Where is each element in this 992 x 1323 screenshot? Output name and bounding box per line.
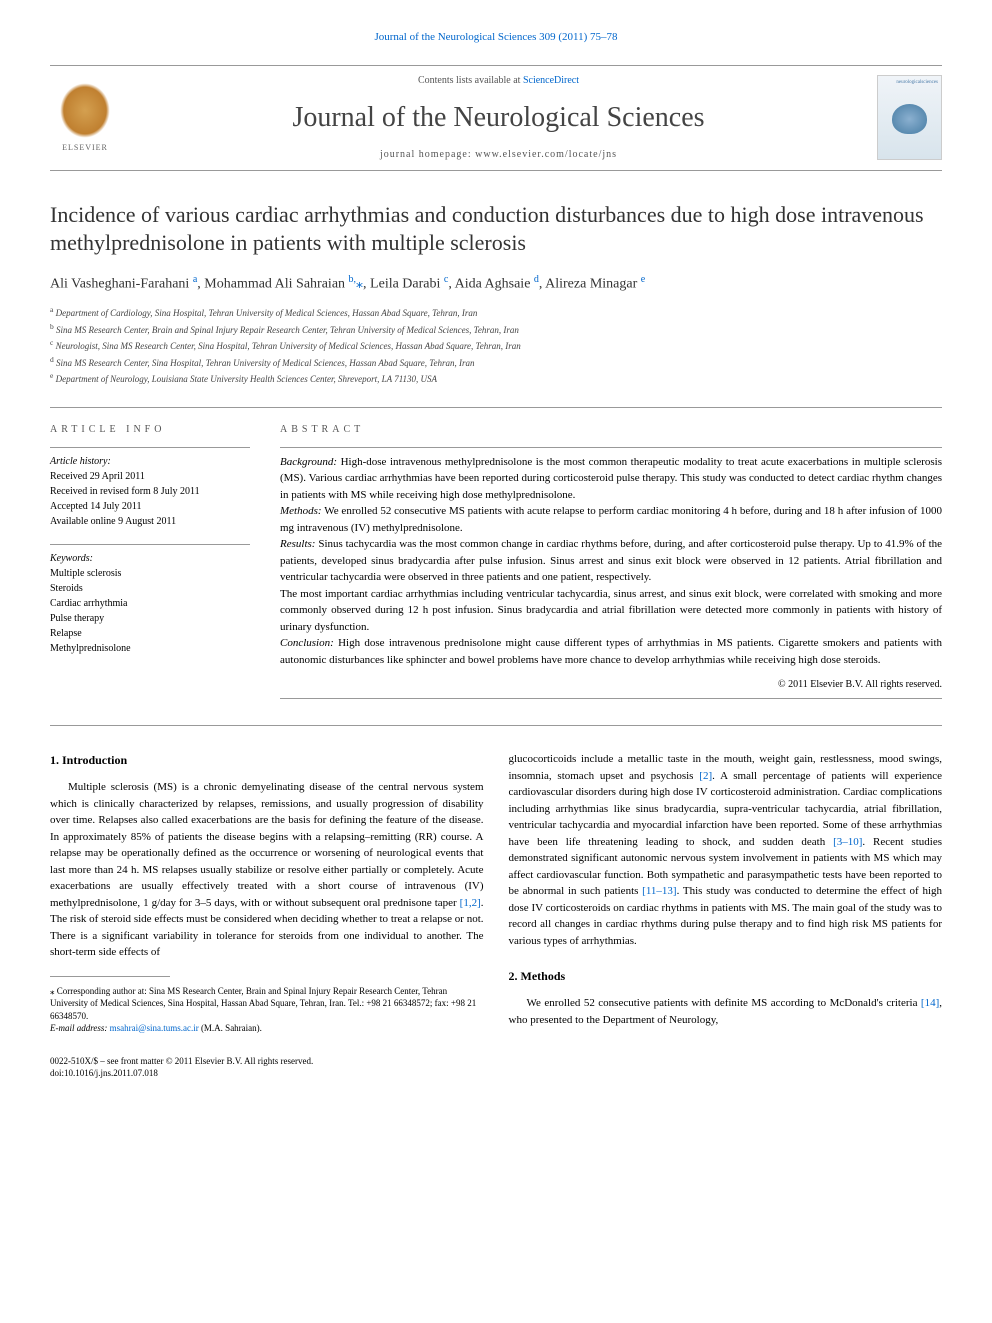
brain-icon bbox=[892, 104, 927, 134]
divider bbox=[50, 407, 942, 408]
abstract-methods: Methods: We enrolled 52 consecutive MS p… bbox=[280, 503, 942, 536]
accepted-date: Accepted 14 July 2011 bbox=[50, 499, 250, 514]
header-journal-ref: Journal of the Neurological Sciences 309… bbox=[50, 30, 942, 45]
abstract-divider bbox=[280, 447, 942, 448]
ref-link[interactable]: [1,2] bbox=[460, 897, 481, 909]
affiliations: a Department of Cardiology, Sina Hospita… bbox=[50, 304, 942, 387]
journal-homepage: journal homepage: www.elsevier.com/locat… bbox=[120, 148, 877, 162]
elsevier-tree-icon bbox=[60, 83, 110, 138]
methods-para-1: We enrolled 52 consecutive patients with… bbox=[509, 995, 943, 1028]
issn-line: 0022-510X/$ – see front matter © 2011 El… bbox=[50, 1055, 484, 1068]
left-column: 1. Introduction Multiple sclerosis (MS) … bbox=[50, 751, 484, 1080]
abstract-background: Background: High-dose intravenous methyl… bbox=[280, 454, 942, 504]
keyword: Relapse bbox=[50, 626, 250, 641]
methods-heading: 2. Methods bbox=[509, 967, 943, 985]
doi: doi:10.1016/j.jns.2011.07.018 bbox=[50, 1067, 484, 1080]
history-label: Article history: bbox=[50, 454, 250, 469]
homepage-prefix: journal homepage: bbox=[380, 149, 475, 160]
ref-link[interactable]: [14] bbox=[921, 997, 939, 1009]
keyword: Methylprednisolone bbox=[50, 641, 250, 656]
email-footnote: E-mail address: msahrai@sina.tums.ac.ir … bbox=[50, 1022, 484, 1035]
article-history: Article history: Received 29 April 2011 … bbox=[50, 454, 250, 529]
abstract-body: Background: High-dose intravenous methyl… bbox=[280, 454, 942, 669]
footnote-divider bbox=[50, 976, 170, 977]
info-abstract-row: ARTICLE INFO Article history: Received 2… bbox=[50, 423, 942, 706]
affiliation-d: d Sina MS Research Center, Sina Hospital… bbox=[50, 354, 942, 371]
abstract-heading: ABSTRACT bbox=[280, 423, 942, 437]
intro-heading: 1. Introduction bbox=[50, 751, 484, 769]
abstract-results: Results: Sinus tachycardia was the most … bbox=[280, 536, 942, 586]
copyright: © 2011 Elsevier B.V. All rights reserved… bbox=[280, 678, 942, 692]
email-link[interactable]: msahrai@sina.tums.ac.ir bbox=[110, 1023, 199, 1033]
cover-text: neurologicalsciences bbox=[878, 76, 941, 89]
affiliation-c: c Neurologist, Sina MS Research Center, … bbox=[50, 337, 942, 354]
abstract: ABSTRACT Background: High-dose intraveno… bbox=[280, 423, 942, 706]
keyword: Steroids bbox=[50, 581, 250, 596]
affiliation-e: e Department of Neurology, Louisiana Sta… bbox=[50, 370, 942, 387]
masthead-center: Contents lists available at ScienceDirec… bbox=[120, 74, 877, 161]
body-columns: 1. Introduction Multiple sclerosis (MS) … bbox=[50, 751, 942, 1080]
keyword: Pulse therapy bbox=[50, 611, 250, 626]
keywords-block: Keywords: Multiple sclerosis Steroids Ca… bbox=[50, 551, 250, 656]
body-divider bbox=[50, 725, 942, 726]
affiliation-b: b Sina MS Research Center, Brain and Spi… bbox=[50, 321, 942, 338]
ref-link[interactable]: [2] bbox=[699, 770, 712, 782]
abstract-divider-bottom bbox=[280, 698, 942, 699]
footer-left: 0022-510X/$ – see front matter © 2011 El… bbox=[50, 1055, 484, 1080]
article-info: ARTICLE INFO Article history: Received 2… bbox=[50, 423, 250, 706]
ref-link[interactable]: [3–10] bbox=[833, 836, 862, 848]
keywords-label: Keywords: bbox=[50, 551, 250, 566]
article-info-heading: ARTICLE INFO bbox=[50, 423, 250, 437]
authors: Ali Vasheghani-Farahani a, Mohammad Ali … bbox=[50, 273, 942, 294]
publisher-name: ELSEVIER bbox=[62, 142, 108, 153]
keyword: Multiple sclerosis bbox=[50, 566, 250, 581]
elsevier-logo: ELSEVIER bbox=[50, 78, 120, 158]
ref-link[interactable]: [11–13] bbox=[642, 885, 676, 897]
keyword: Cardiac arrhythmia bbox=[50, 596, 250, 611]
abstract-conclusion: Conclusion: High dose intravenous predni… bbox=[280, 635, 942, 668]
sciencedirect-link[interactable]: ScienceDirect bbox=[523, 75, 579, 86]
intro-para-2: glucocorticoids include a metallic taste… bbox=[509, 751, 943, 949]
homepage-url: www.elsevier.com/locate/jns bbox=[475, 149, 617, 160]
intro-para-1: Multiple sclerosis (MS) is a chronic dem… bbox=[50, 779, 484, 961]
revised-date: Received in revised form 8 July 2011 bbox=[50, 484, 250, 499]
received-date: Received 29 April 2011 bbox=[50, 469, 250, 484]
online-date: Available online 9 August 2011 bbox=[50, 514, 250, 529]
affiliation-a: a Department of Cardiology, Sina Hospita… bbox=[50, 304, 942, 321]
info-divider bbox=[50, 447, 250, 448]
journal-cover: neurologicalsciences bbox=[877, 75, 942, 160]
corresponding-footnote: ⁎ Corresponding author at: Sina MS Resea… bbox=[50, 985, 484, 1023]
right-column: glucocorticoids include a metallic taste… bbox=[509, 751, 943, 1080]
contents-prefix: Contents lists available at bbox=[418, 75, 523, 86]
sciencedirect-line: Contents lists available at ScienceDirec… bbox=[120, 74, 877, 88]
journal-name: Journal of the Neurological Sciences bbox=[120, 98, 877, 137]
info-divider-2 bbox=[50, 544, 250, 545]
article-title: Incidence of various cardiac arrhythmias… bbox=[50, 201, 942, 258]
abstract-results-2: The most important cardiac arrhythmias i… bbox=[280, 586, 942, 636]
masthead: ELSEVIER Contents lists available at Sci… bbox=[50, 65, 942, 170]
